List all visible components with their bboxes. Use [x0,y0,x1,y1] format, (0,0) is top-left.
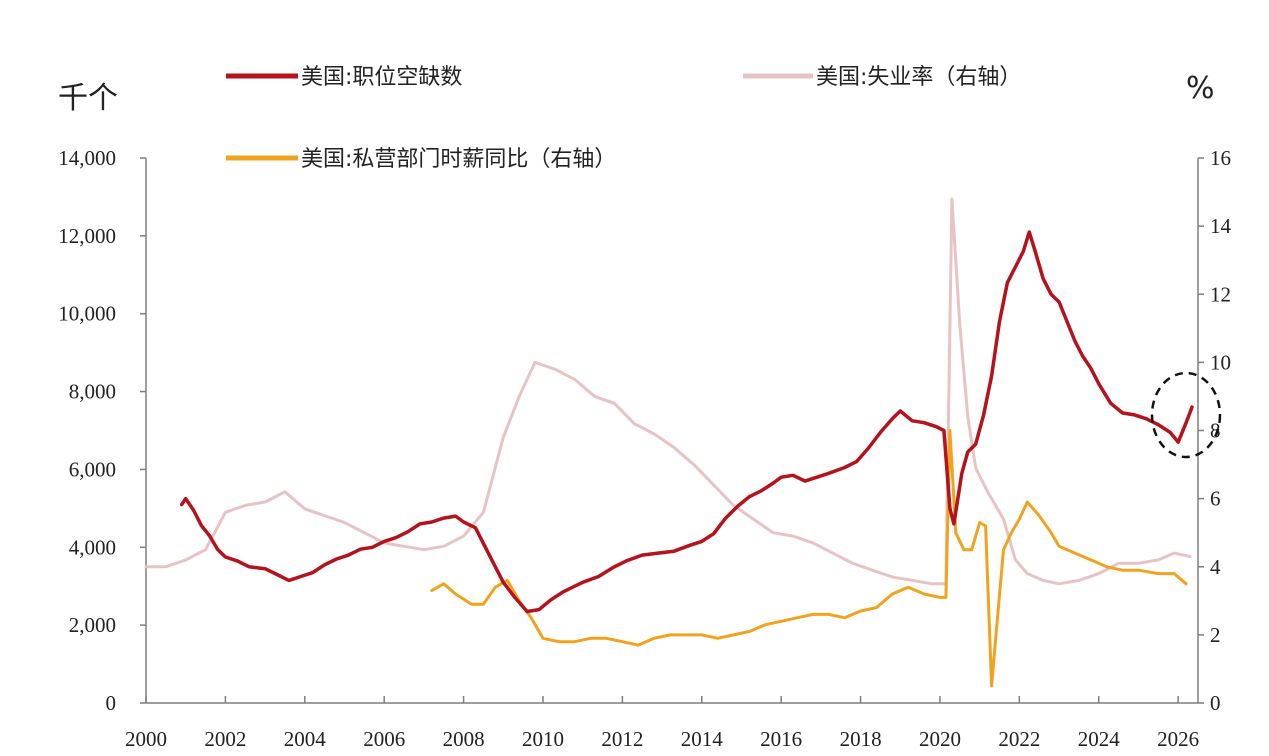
right-tick-label: 10 [1210,350,1231,374]
x-tick-label: 2012 [601,727,643,751]
x-axis: 2000 2002 2004 2006 2008 2010 2012 2014 2016 2018… [125,696,1199,751]
x-tick-label: 2018 [840,727,882,751]
x-tick-label: 2002 [204,727,246,751]
legend-item-job-openings: 美国:职位空缺数 [226,65,462,90]
x-tick-label: 2014 [681,727,724,751]
left-tick-label: 4,000 [69,535,116,559]
legend: 美国:职位空缺数 美国:失业率（右轴） 美国:私营部门时薪同比（右轴） [226,65,1021,172]
right-tick-label: 8 [1210,419,1221,443]
left-tick-label: 14,000 [58,146,116,170]
highlight-ellipse [1150,371,1222,459]
x-tick-label: 2004 [284,727,327,751]
legend-label-job-openings: 美国:职位空缺数 [301,65,462,90]
right-tick-label: 2 [1210,623,1221,647]
right-tick-label: 6 [1210,487,1221,511]
right-tick-label: 0 [1210,691,1221,715]
left-axis-unit: 千个 [58,81,118,116]
x-tick-label: 2010 [522,727,564,751]
right-axis-unit: % [1186,71,1215,106]
x-tick-label: 2008 [443,727,485,751]
right-tick-label: 16 [1210,146,1231,170]
right-tick-label: 14 [1210,214,1232,238]
left-tick-label: 6,000 [69,457,116,481]
right-y-axis: 0 2 4 6 8 10 12 14 16 [1197,146,1232,715]
left-tick-label: 8,000 [69,380,116,404]
x-tick-label: 2020 [919,727,961,751]
left-tick-label: 10,000 [58,302,116,326]
left-tick-label: 12,000 [58,224,116,248]
x-tick-label: 2026 [1157,727,1199,751]
left-tick-label: 2,000 [69,613,116,637]
left-y-axis: 0 2,000 4,000 6,000 8,000 10,000 12,000 14,000 [58,146,147,715]
legend-item-unemployment: 美国:失业率（右轴） [743,65,1021,90]
x-tick-label: 2000 [125,727,167,751]
legend-item-wages: 美国:私营部门时薪同比（右轴） [226,147,616,172]
series-layer [144,197,1194,688]
x-tick-label: 2006 [363,727,405,751]
unemployment-line [144,197,1192,586]
x-tick-label: 2016 [760,727,802,751]
right-tick-label: 4 [1210,555,1221,579]
left-tick-label: 0 [106,691,117,715]
legend-label-wages: 美国:私营部门时薪同比（右轴） [301,147,616,172]
x-tick-label: 2022 [998,727,1040,751]
wages-line [430,429,1188,688]
legend-label-unemployment: 美国:失业率（右轴） [816,65,1021,90]
x-tick-label: 2024 [1078,727,1121,751]
job-openings-line [179,230,1194,614]
right-tick-label: 12 [1210,282,1231,306]
